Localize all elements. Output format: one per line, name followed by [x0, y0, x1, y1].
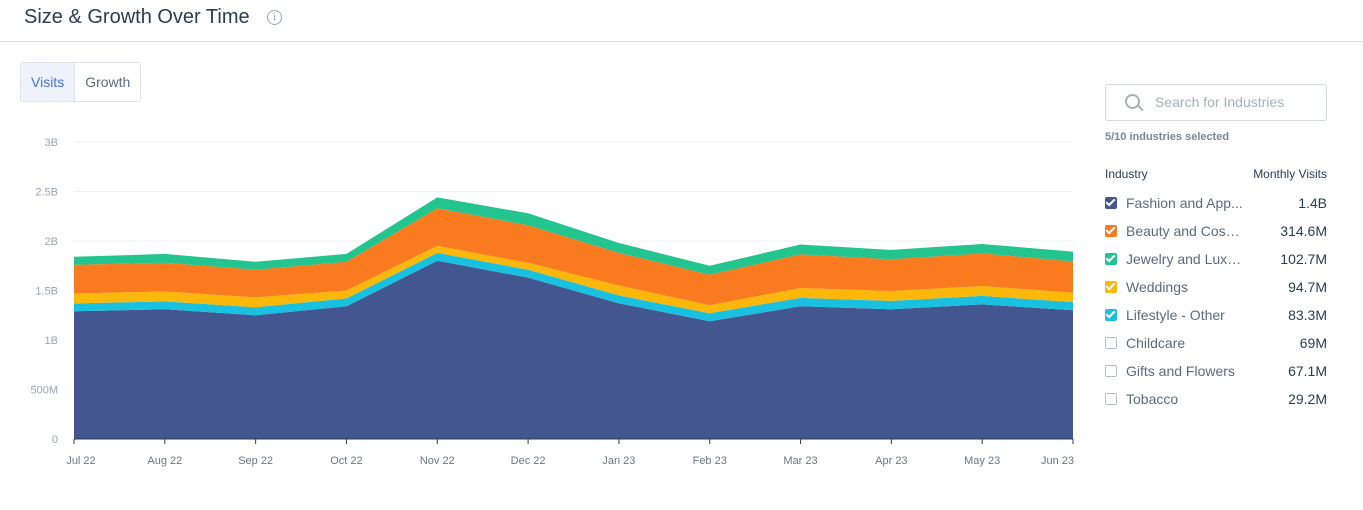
industry-name: Weddings [1126, 279, 1189, 295]
x-tick-label: Aug 22 [147, 455, 182, 467]
industry-visits: 83.3M [1288, 307, 1327, 323]
industry-legend: Fashion and App... 1.4B Beauty and Cosm...… [1105, 189, 1327, 413]
industry-name: Beauty and Cosm... [1126, 223, 1246, 239]
info-icon[interactable]: i [267, 10, 282, 25]
industry-item[interactable]: Gifts and Flowers 67.1M [1105, 357, 1327, 385]
industry-checkbox[interactable] [1105, 253, 1117, 265]
industry-name: Childcare [1126, 335, 1186, 351]
x-tick-label: Mar 23 [783, 455, 817, 467]
monthly-visits-column-header: Monthly Visits [1253, 167, 1327, 181]
series-area [74, 245, 1073, 314]
industry-visits: 94.7M [1288, 279, 1327, 295]
y-tick-label: 2.5B [35, 187, 58, 199]
series-area [74, 252, 1073, 322]
y-tick-label: 2B [45, 236, 58, 248]
industry-checkbox[interactable] [1105, 365, 1117, 377]
industry-item[interactable]: Childcare 69M [1105, 329, 1327, 357]
x-tick-label: Nov 22 [420, 455, 455, 467]
y-tick-label: 500M [30, 385, 58, 397]
x-tick-label: Jan 23 [602, 455, 635, 467]
metric-tabs: Visits Growth [20, 62, 142, 102]
x-tick-label: Jul 22 [66, 455, 95, 467]
stacked-area-chart: 0 500M 1B 1.5B 2B 2.5B 3B Jul 22 Aug 22 Sep 22 Oct… [30, 137, 1074, 467]
page-title: Size & Growth Over Time [24, 6, 250, 28]
x-tick-label: Dec 22 [511, 455, 546, 467]
industry-visits: 67.1M [1288, 363, 1327, 379]
y-tick-label: 1.5B [35, 286, 58, 298]
industry-checkbox[interactable] [1105, 309, 1117, 321]
industry-name: Lifestyle - Other [1126, 307, 1225, 323]
industry-checkbox[interactable] [1105, 337, 1117, 349]
industry-checkbox[interactable] [1105, 393, 1117, 405]
industry-name: Fashion and App... [1126, 195, 1243, 211]
series-area [74, 260, 1073, 439]
x-tick-label: Apr 23 [875, 455, 907, 467]
industry-item[interactable]: Lifestyle - Other 83.3M [1105, 301, 1327, 329]
search-icon [1125, 94, 1140, 109]
industry-visits: 29.2M [1288, 391, 1327, 407]
industry-item[interactable]: Jewelry and Luxu... 102.7M [1105, 245, 1327, 273]
y-tick-label: 0 [52, 434, 58, 446]
industry-name: Tobacco [1126, 391, 1179, 407]
industry-panel: 5/10 industries selected Industry Monthl… [1105, 84, 1327, 413]
x-tick-label: Sep 22 [238, 455, 273, 467]
tab-growth[interactable]: Growth [85, 74, 131, 90]
industry-name: Jewelry and Luxu... [1126, 251, 1246, 267]
industry-visits: 102.7M [1280, 251, 1327, 267]
search-input[interactable] [1155, 85, 1320, 118]
industry-item[interactable]: Beauty and Cosm... 314.6M [1105, 217, 1327, 245]
industry-checkbox[interactable] [1105, 225, 1117, 237]
tab-visits[interactable]: Visits [21, 63, 76, 101]
industry-item[interactable]: Tobacco 29.2M [1105, 385, 1327, 413]
industry-column-header: Industry [1105, 167, 1148, 181]
industry-visits: 69M [1299, 335, 1327, 351]
industry-checkbox[interactable] [1105, 197, 1117, 209]
industry-checkbox[interactable] [1105, 281, 1117, 293]
x-tick-label: Jun 23 [1041, 455, 1074, 467]
series-area [74, 197, 1073, 275]
header: Size & Growth Over Time i [0, 0, 1363, 42]
series-area [74, 208, 1073, 306]
industry-item[interactable]: Weddings 94.7M [1105, 273, 1327, 301]
selected-count: 5/10 industries selected [1105, 131, 1230, 143]
y-tick-label: 1B [45, 335, 58, 347]
industry-visits: 1.4B [1298, 195, 1327, 211]
y-tick-label: 3B [45, 137, 58, 149]
industry-name: Gifts and Flowers [1126, 363, 1235, 379]
x-tick-label: May 23 [964, 455, 1000, 467]
industry-search [1105, 84, 1327, 121]
x-tick-label: Oct 22 [330, 455, 362, 467]
legend-header: Industry Monthly Visits [1105, 167, 1327, 181]
x-tick-label: Feb 23 [693, 455, 727, 467]
industry-item[interactable]: Fashion and App... 1.4B [1105, 189, 1327, 217]
industry-visits: 314.6M [1280, 223, 1327, 239]
